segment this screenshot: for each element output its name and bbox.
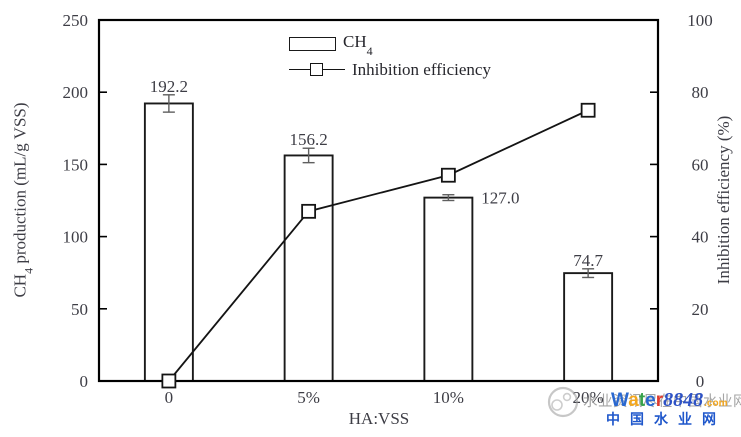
x-tick-label: 5% (297, 388, 320, 407)
left-axis-title-rest: production (mL/g VSS) (10, 102, 30, 268)
right-tick-label: 20 (692, 300, 709, 319)
legend-label-ch4: CH4 (343, 32, 373, 58)
left-axis-title-sub: 4 (21, 267, 36, 274)
site-name-watermark: 中国水业网 (606, 411, 726, 427)
right-tick-label: 60 (692, 155, 709, 174)
legend-entry-inhibition: Inhibition efficiency (289, 57, 491, 83)
right-tick-label: 0 (696, 372, 705, 391)
error-bars (162, 94, 595, 279)
water8848-dotcom: .com (704, 398, 728, 409)
x-tick-label: 0 (165, 388, 174, 407)
right-tick-label: 100 (687, 11, 713, 30)
bar-value-label: 127.0 (481, 189, 519, 208)
left-axis-title-prefix: CH (10, 273, 30, 298)
legend-square-marker (310, 63, 323, 76)
left-tick-label: 150 (63, 155, 89, 174)
bar-5% (283, 154, 334, 382)
legend-bar-swatch (289, 37, 336, 51)
left-tick-label: 250 (63, 11, 89, 30)
square-marker (580, 102, 596, 118)
bar-value-label: 156.2 (290, 130, 328, 149)
left-tick-label: 100 (63, 228, 89, 247)
right-axis-title: Inhibition efficiency (%) (714, 115, 733, 285)
x-tick-label: 20% (573, 388, 604, 407)
line-markers (161, 102, 596, 389)
x-axis-title: HA:VSS (348, 409, 410, 428)
square-marker (440, 167, 456, 183)
ghost-watermark-emblem-icon (547, 386, 579, 418)
plot-frame (97, 18, 660, 383)
bar-series (143, 102, 614, 382)
right-tick-label: 40 (692, 228, 709, 247)
inhibition-line (168, 109, 589, 382)
ghost-watermark-text: 水业资讯尽在中国水业网 (583, 394, 741, 410)
bar-value-label: 192.2 (150, 77, 188, 96)
left-axis-title: CH4 production (mL/g VSS) (10, 102, 36, 298)
left-tick-label: 0 (80, 372, 89, 391)
legend-line-swatch (289, 63, 345, 77)
bar-10% (423, 196, 474, 382)
square-marker (301, 203, 317, 219)
right-tick-label: 80 (692, 83, 709, 102)
x-tick-label: 10% (433, 388, 464, 407)
water8848-logo: Water8848.com (611, 390, 727, 414)
bar-0 (143, 102, 194, 382)
axis-ticks: 0 50 100 150 200 250 0 20 40 60 80 100 (63, 11, 713, 391)
bar-20% (563, 272, 614, 382)
bar-value-label: 74.7 (573, 251, 603, 270)
left-tick-label: 200 (63, 83, 89, 102)
legend-label-inhibition: Inhibition efficiency (352, 60, 491, 79)
legend: CH4 Inhibition efficiency (289, 31, 491, 83)
water8848-wordmark: Water8848 (611, 389, 704, 411)
square-marker (161, 373, 177, 389)
legend-entry-ch4: CH4 (289, 31, 491, 58)
left-tick-label: 50 (71, 300, 88, 319)
